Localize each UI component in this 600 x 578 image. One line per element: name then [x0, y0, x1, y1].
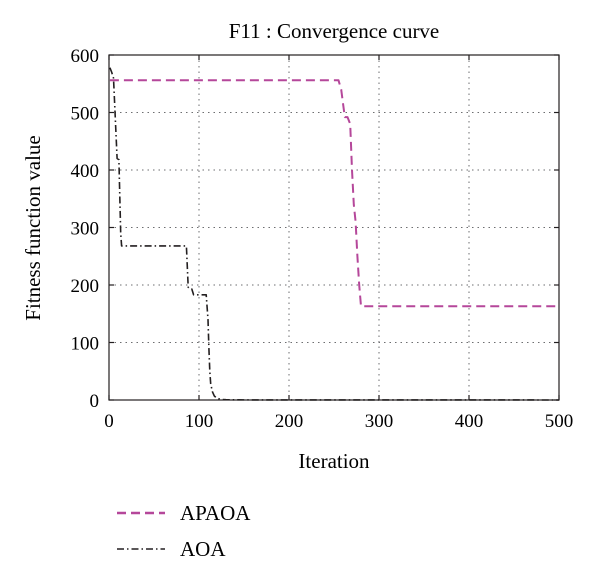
- y-tick-label: 400: [71, 161, 100, 182]
- x-axis-ticks: 0 100 200 300 400 500: [104, 55, 573, 432]
- legend-item-apaoa: APAOA: [117, 501, 251, 525]
- x-tick-label: 400: [455, 411, 484, 432]
- series-line-aoa: [109, 67, 560, 401]
- legend-label: APAOA: [180, 501, 251, 525]
- y-axis-label: Fitness function value: [21, 135, 45, 320]
- x-axis-label: Iteration: [298, 449, 370, 473]
- y-tick-label: 200: [71, 276, 100, 297]
- legend: APAOA AOA: [117, 501, 251, 561]
- x-tick-label: 500: [545, 411, 574, 432]
- x-tick-label: 300: [365, 411, 394, 432]
- x-tick-label: 100: [185, 411, 214, 432]
- y-tick-label: 300: [71, 219, 100, 240]
- legend-label: AOA: [180, 537, 226, 561]
- grid-lines: [109, 55, 559, 400]
- y-axis-ticks: 0 100 200 300 400 500 600: [71, 46, 559, 412]
- series-layer: [109, 67, 560, 401]
- x-tick-label: 200: [275, 411, 304, 432]
- x-tick-label: 0: [104, 411, 114, 432]
- chart-title: F11 : Convergence curve: [229, 19, 440, 43]
- y-tick-label: 600: [71, 46, 100, 67]
- series-line-apaoa: [109, 79, 559, 308]
- y-tick-label: 100: [71, 334, 100, 355]
- y-tick-label: 500: [71, 104, 100, 125]
- y-tick-label: 0: [90, 391, 100, 412]
- legend-item-aoa: AOA: [117, 537, 226, 561]
